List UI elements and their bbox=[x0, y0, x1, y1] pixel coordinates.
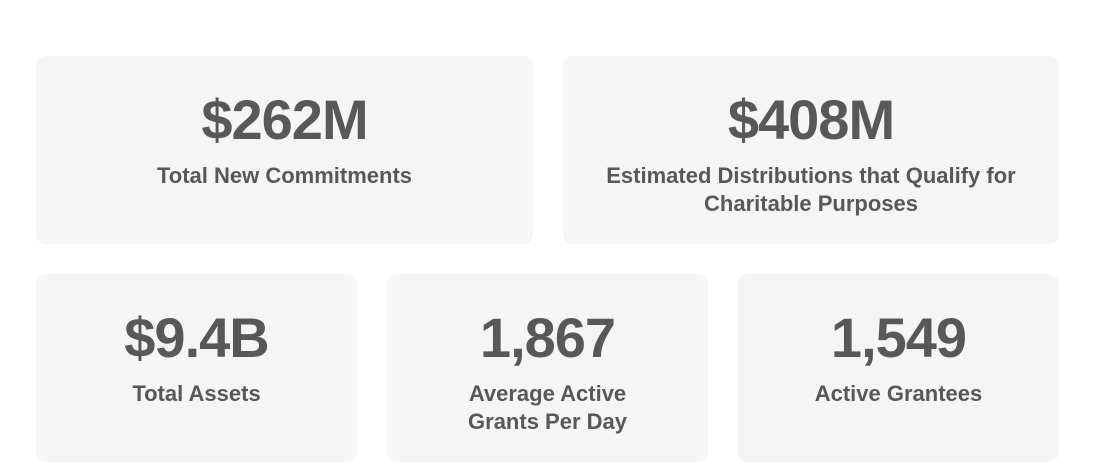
stat-label: Estimated Distributions that Qualify for… bbox=[606, 163, 1016, 216]
stat-card-total-assets: $9.4B Total Assets bbox=[36, 274, 357, 462]
stat-value: $408M bbox=[727, 88, 895, 151]
stat-label: Active Grantees bbox=[814, 381, 983, 406]
stat-card-estimated-distributions: $408M Estimated Distributions that Quali… bbox=[563, 56, 1059, 244]
stat-value: 1,549 bbox=[830, 306, 967, 369]
stat-card-total-new-commitments: $262M Total New Commitments bbox=[36, 56, 533, 244]
stat-value: $9.4B bbox=[124, 306, 269, 369]
stat-card-average-active-grants: 1,867 Average Active Grants Per Day bbox=[387, 274, 708, 462]
stat-value: 1,867 bbox=[479, 306, 616, 369]
stat-label: Total Assets bbox=[132, 381, 261, 406]
stat-value: $262M bbox=[201, 88, 368, 151]
stat-card-active-grantees: 1,549 Active Grantees bbox=[738, 274, 1059, 462]
stat-label: Total New Commitments bbox=[156, 163, 413, 188]
stat-label: Average Active Grants Per Day bbox=[468, 381, 627, 434]
